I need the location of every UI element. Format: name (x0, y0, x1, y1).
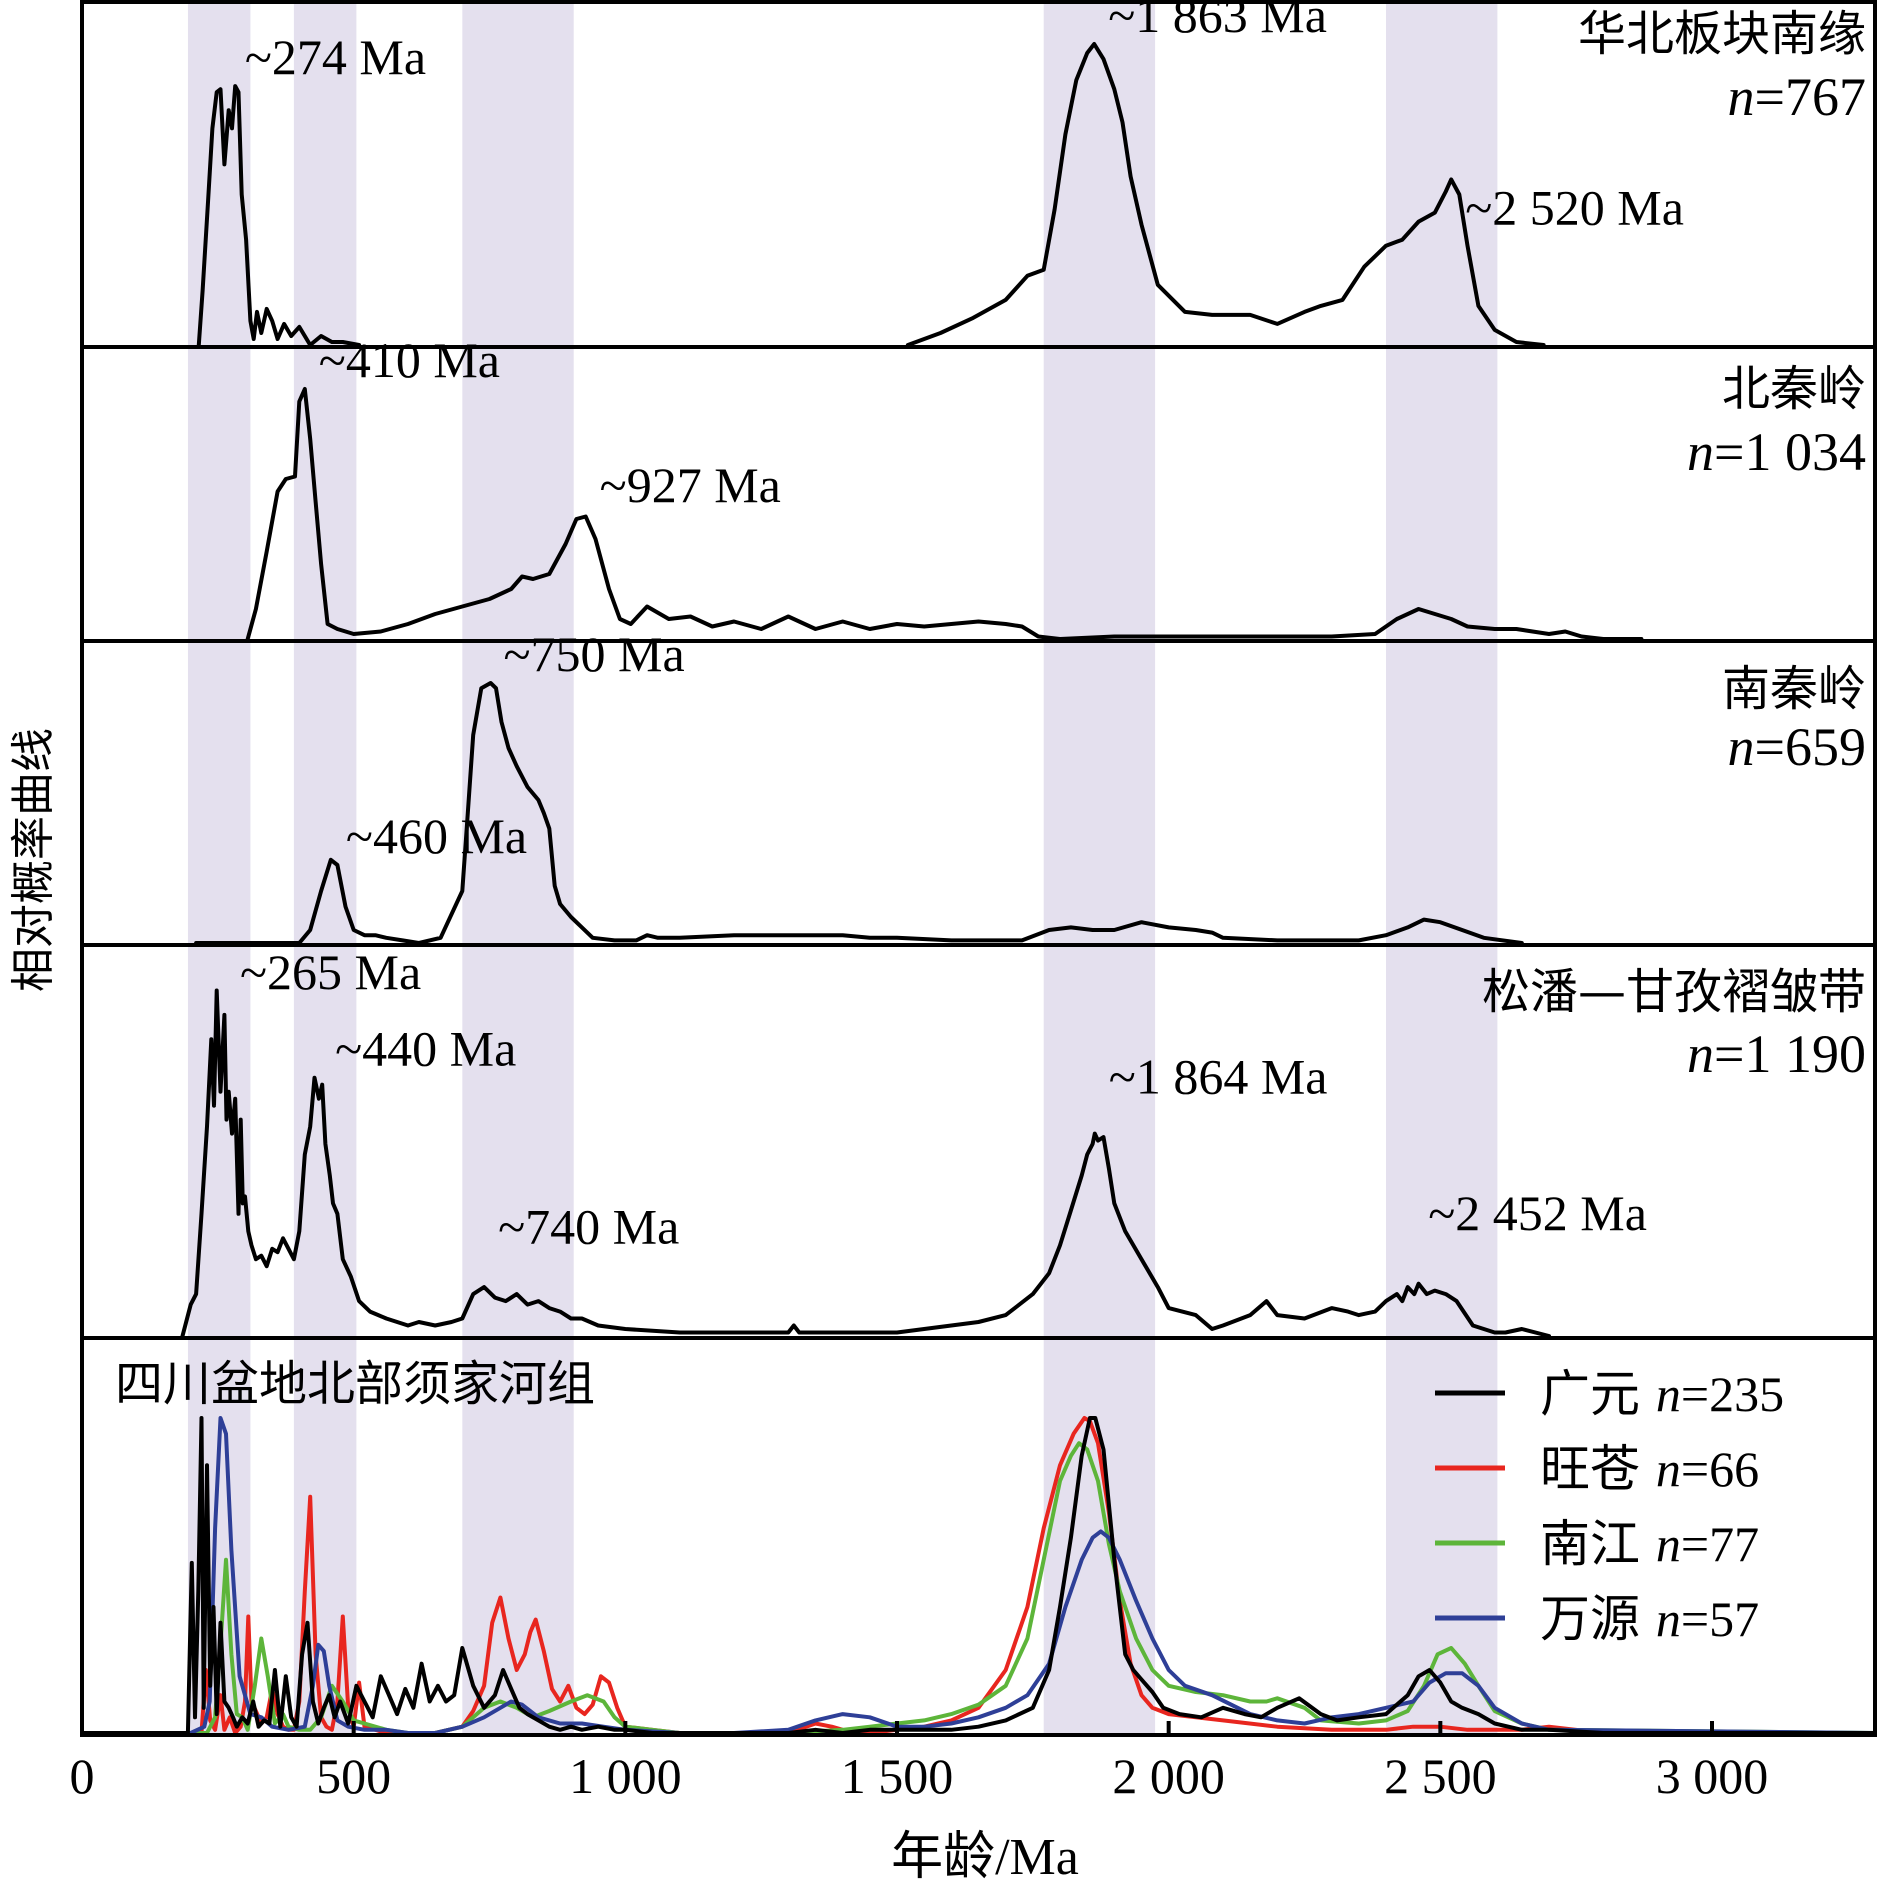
y-axis-label: 相对概率曲线 (8, 728, 59, 992)
x-tick-label: 0 (70, 1748, 95, 1804)
sample-count: n=767 (1728, 67, 1866, 127)
x-axis: 0 500 1 000 1 500 2 000 2 500 3 000 (70, 1721, 1769, 1804)
series-line-万源 (80, 1416, 1877, 1735)
panel-title: 南秦岭 (1722, 661, 1866, 717)
peak-label: ~265 Ma (240, 944, 421, 1000)
series-line-1 (905, 42, 1546, 347)
peak-label: ~750 Ma (504, 626, 685, 682)
age-band-1 (293, 2, 357, 1735)
shaded-age-bands (187, 2, 1498, 1735)
peak-label: ~2 520 Ma (1465, 180, 1684, 236)
legend-entry: 万源 n=57 (1540, 1590, 1759, 1648)
panel-4: 四川盆地北部须家河组 广元 n=235 旺苍 n=66 南江 n=77 万源 n=57 (80, 1356, 1877, 1735)
peak-label: ~1 863 Ma (1108, 0, 1327, 43)
sample-count: n=659 (1728, 717, 1866, 777)
panel-title: 四川盆地北部须家河组 (115, 1356, 595, 1412)
series-line-广元 (80, 1416, 1877, 1735)
x-axis-label: 年龄/Ma (891, 1829, 1079, 1882)
peak-label: ~2 452 Ma (1428, 1185, 1647, 1241)
x-tick-label: 1 000 (569, 1748, 682, 1804)
legend-entry: 旺苍 n=66 (1540, 1440, 1759, 1498)
legend: 广元 n=235 旺苍 n=66 南江 n=77 万源 n=57 (1435, 1365, 1784, 1648)
series-line-0 (194, 681, 1524, 945)
legend-entry: 广元 n=235 (1540, 1365, 1784, 1423)
series-line-0 (245, 387, 1644, 641)
peak-label: ~440 Ma (335, 1021, 516, 1077)
panel-title: 华北板块南缘 (1578, 6, 1866, 62)
panel-3: ~265 Ma ~440 Ma ~740 Ma ~1 864 Ma ~2 452 Ma 松… (180, 944, 1866, 1338)
age-band-2 (462, 2, 574, 1735)
x-tick-label: 3 000 (1656, 1748, 1769, 1804)
legend-entry: 南江 n=77 (1540, 1515, 1759, 1573)
panel-title: 松潘—甘孜褶皱带 (1482, 964, 1866, 1020)
peak-label: ~1 864 Ma (1109, 1049, 1328, 1105)
peak-label: ~410 Ma (319, 332, 500, 388)
plot-border (80, 0, 1877, 1737)
series-line-0 (180, 988, 1551, 1338)
plot-frame (80, 0, 1877, 1737)
x-tick-label: 1 500 (841, 1748, 954, 1804)
series-line-0 (196, 84, 362, 347)
x-tick-label: 500 (316, 1748, 391, 1804)
peak-label: ~740 Ma (498, 1199, 679, 1255)
sample-count: n=1 190 (1687, 1024, 1866, 1084)
x-tick-label: 2 500 (1384, 1748, 1497, 1804)
age-band-4 (1386, 2, 1498, 1735)
sample-count: n=1 034 (1687, 422, 1866, 482)
panel-title: 北秦岭 (1722, 361, 1866, 417)
peak-label: ~927 Ma (600, 457, 781, 513)
x-tick-label: 2 000 (1112, 1748, 1225, 1804)
peak-label: ~274 Ma (245, 29, 426, 85)
peak-label: ~460 Ma (346, 808, 527, 864)
